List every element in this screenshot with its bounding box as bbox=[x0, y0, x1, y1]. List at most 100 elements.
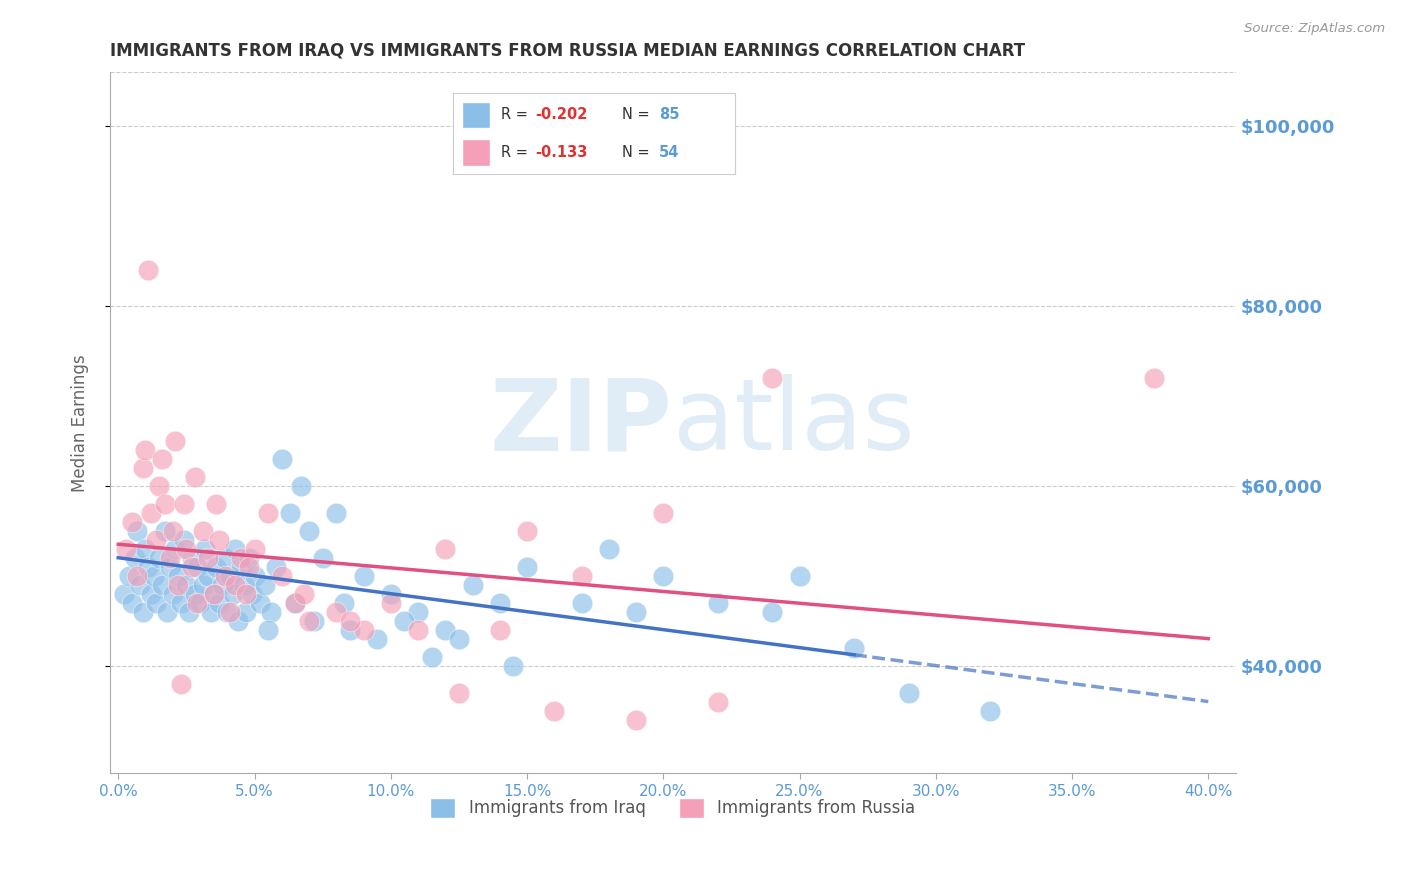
Point bbox=[598, 541, 620, 556]
Point bbox=[292, 587, 315, 601]
Point bbox=[229, 559, 252, 574]
Point bbox=[197, 568, 219, 582]
Point bbox=[257, 506, 280, 520]
Point bbox=[447, 632, 470, 646]
Point bbox=[183, 587, 205, 601]
Point bbox=[224, 541, 246, 556]
Point bbox=[706, 596, 728, 610]
Point bbox=[226, 614, 249, 628]
Text: Source: ZipAtlas.com: Source: ZipAtlas.com bbox=[1244, 22, 1385, 36]
Point bbox=[148, 479, 170, 493]
Point bbox=[516, 559, 538, 574]
Point bbox=[240, 587, 263, 601]
Point bbox=[571, 568, 593, 582]
Point bbox=[180, 559, 202, 574]
Point bbox=[132, 461, 155, 475]
Point bbox=[219, 605, 242, 619]
Point bbox=[188, 596, 211, 610]
Point bbox=[202, 587, 225, 601]
Point bbox=[167, 577, 190, 591]
Point bbox=[243, 568, 266, 582]
Point bbox=[145, 596, 167, 610]
Point bbox=[543, 704, 565, 718]
Point bbox=[219, 568, 242, 582]
Point bbox=[148, 550, 170, 565]
Point bbox=[270, 568, 292, 582]
Point bbox=[516, 524, 538, 538]
Point bbox=[266, 559, 288, 574]
Point bbox=[502, 658, 524, 673]
Point bbox=[406, 605, 429, 619]
Point bbox=[208, 533, 231, 547]
Point bbox=[339, 623, 361, 637]
Point bbox=[180, 550, 202, 565]
Point bbox=[1143, 371, 1166, 385]
Point bbox=[214, 550, 236, 565]
Point bbox=[118, 568, 141, 582]
Text: IMMIGRANTS FROM IRAQ VS IMMIGRANTS FROM RUSSIA MEDIAN EARNINGS CORRELATION CHART: IMMIGRANTS FROM IRAQ VS IMMIGRANTS FROM … bbox=[110, 42, 1025, 60]
Point bbox=[211, 577, 233, 591]
Point bbox=[257, 623, 280, 637]
Point bbox=[434, 541, 457, 556]
Point bbox=[173, 533, 195, 547]
Point bbox=[150, 577, 173, 591]
Point bbox=[229, 550, 252, 565]
Point bbox=[129, 577, 152, 591]
Point bbox=[979, 704, 1001, 718]
Point bbox=[200, 605, 222, 619]
Point bbox=[284, 596, 307, 610]
Point bbox=[447, 685, 470, 699]
Point bbox=[434, 623, 457, 637]
Point bbox=[842, 640, 865, 655]
Point bbox=[761, 605, 783, 619]
Point bbox=[333, 596, 356, 610]
Point bbox=[232, 577, 254, 591]
Point bbox=[176, 541, 198, 556]
Point bbox=[139, 587, 162, 601]
Point bbox=[176, 577, 198, 591]
Point bbox=[156, 605, 179, 619]
Point bbox=[243, 541, 266, 556]
Point bbox=[115, 541, 138, 556]
Point bbox=[112, 587, 135, 601]
Point bbox=[298, 524, 321, 538]
Point bbox=[214, 568, 236, 582]
Point bbox=[153, 497, 176, 511]
Point bbox=[488, 596, 510, 610]
Point bbox=[217, 605, 239, 619]
Point bbox=[339, 614, 361, 628]
Point bbox=[270, 451, 292, 466]
Point bbox=[260, 605, 283, 619]
Point bbox=[761, 371, 783, 385]
Point bbox=[224, 577, 246, 591]
Point bbox=[170, 676, 193, 690]
Point bbox=[191, 577, 214, 591]
Point bbox=[159, 550, 181, 565]
Point bbox=[139, 506, 162, 520]
Point bbox=[173, 497, 195, 511]
Point bbox=[290, 479, 312, 493]
Point bbox=[222, 587, 245, 601]
Point bbox=[235, 587, 257, 601]
Point bbox=[254, 577, 277, 591]
Point bbox=[170, 596, 193, 610]
Text: ZIP: ZIP bbox=[489, 375, 673, 472]
Point bbox=[420, 649, 443, 664]
Point bbox=[127, 524, 149, 538]
Point bbox=[249, 596, 271, 610]
Point bbox=[142, 568, 165, 582]
Point bbox=[177, 605, 200, 619]
Point bbox=[197, 550, 219, 565]
Point bbox=[353, 623, 375, 637]
Point bbox=[380, 587, 402, 601]
Point bbox=[194, 541, 217, 556]
Point bbox=[124, 550, 146, 565]
Point bbox=[186, 559, 208, 574]
Point bbox=[278, 506, 301, 520]
Y-axis label: Median Earnings: Median Earnings bbox=[72, 354, 89, 491]
Point bbox=[353, 568, 375, 582]
Point bbox=[325, 605, 347, 619]
Point bbox=[298, 614, 321, 628]
Point bbox=[789, 568, 811, 582]
Point bbox=[165, 434, 187, 448]
